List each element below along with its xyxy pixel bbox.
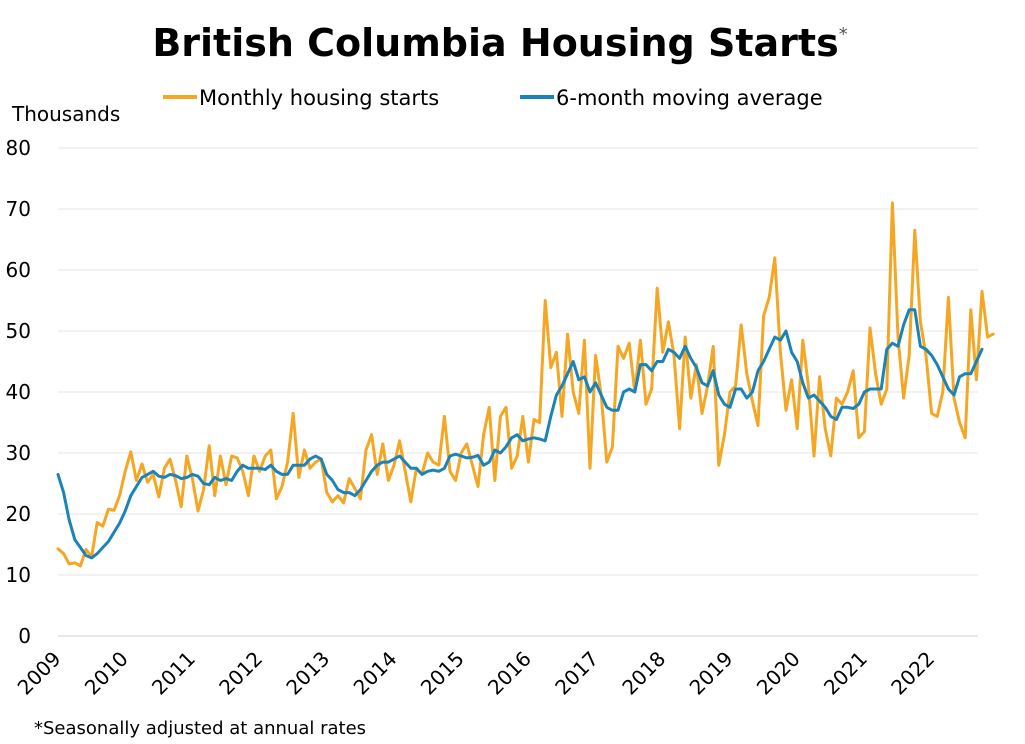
legend: Monthly housing starts 6-month moving av… <box>163 86 823 110</box>
y-tick-label: 20 <box>6 502 31 526</box>
y-tick-label: 50 <box>6 319 31 343</box>
y-tick-label: 70 <box>6 197 31 221</box>
y-tick-label: 10 <box>6 563 31 587</box>
legend-label-moving-average: 6-month moving average <box>556 86 823 110</box>
footnote: *Seasonally adjusted at annual rates <box>34 718 366 739</box>
y-tick-labels: 0 10 20 30 40 50 60 70 80 <box>6 136 31 648</box>
y-tick-label: 0 <box>18 624 31 648</box>
y-tick-label: 60 <box>6 258 31 282</box>
series-line-moving-average <box>56 308 984 560</box>
chart-title-asterisk: * <box>839 24 848 45</box>
legend-label-monthly: Monthly housing starts <box>199 86 439 110</box>
y-tick-label: 80 <box>6 136 31 160</box>
y-tick-label: 30 <box>6 441 31 465</box>
y-axis-label: Thousands <box>11 102 120 126</box>
chart-title-main: British Columbia Housing Starts <box>152 21 838 65</box>
y-tick-label: 40 <box>6 380 31 404</box>
series-lines <box>56 201 995 568</box>
chart-title: British Columbia Housing Starts* <box>152 21 847 65</box>
